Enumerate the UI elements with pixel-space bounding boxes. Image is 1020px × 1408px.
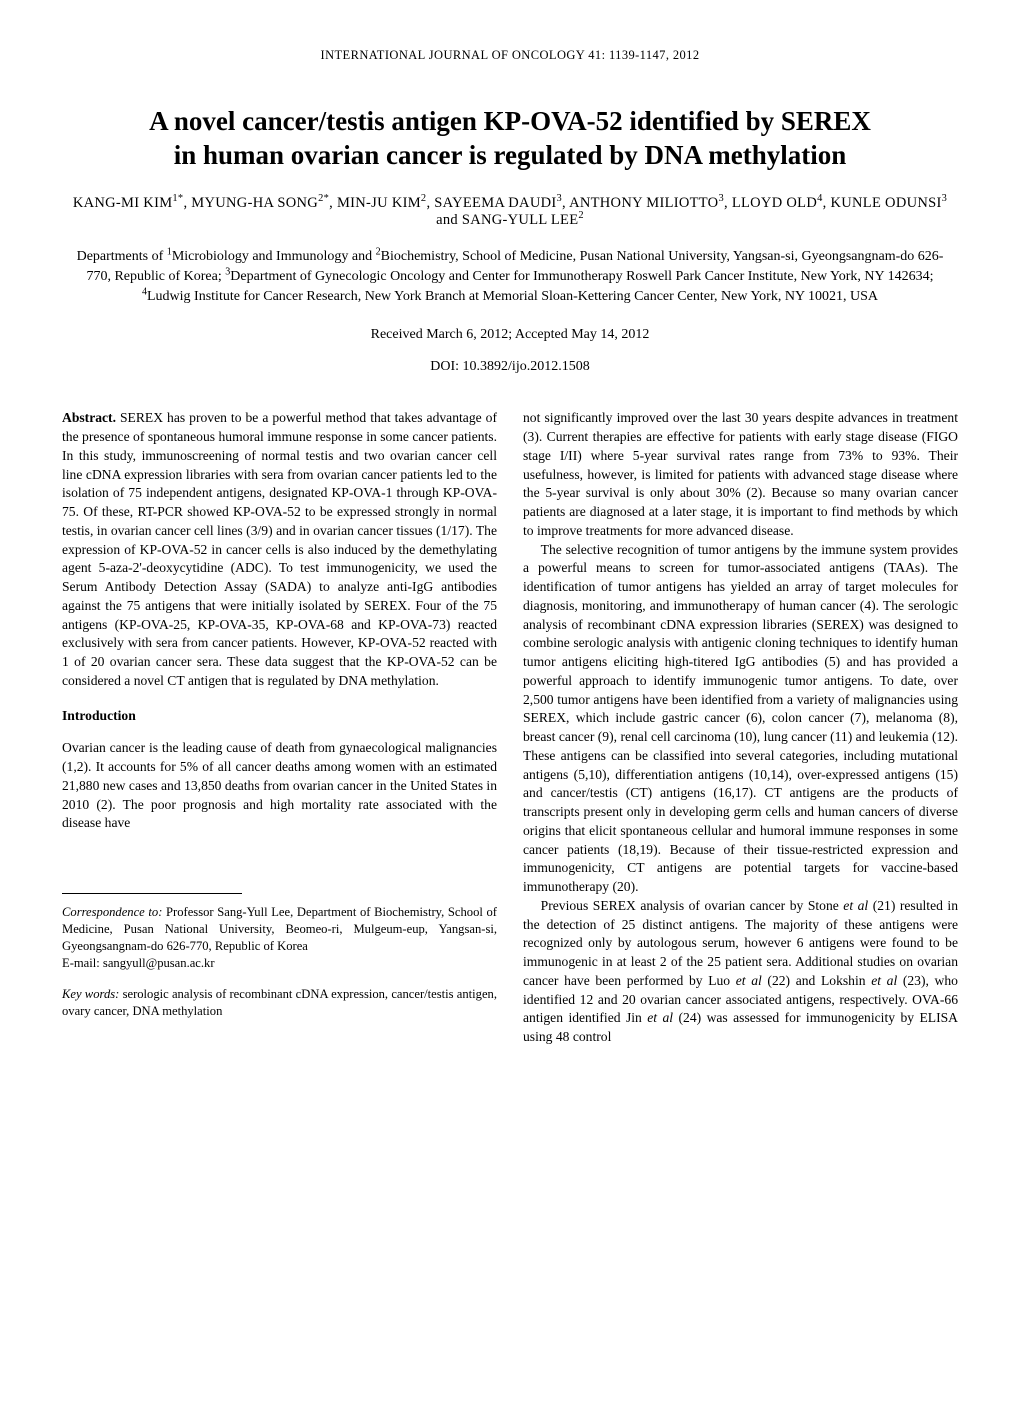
abstract-label: Abstract.: [62, 410, 116, 425]
correspondence-email: E-mail: sangyull@pusan.ac.kr: [62, 956, 215, 970]
correspondence-label: Correspondence to:: [62, 905, 162, 919]
abstract-text: SEREX has proven to be a powerful method…: [62, 410, 497, 688]
right-paragraph-2: The selective recognition of tumor antig…: [523, 541, 958, 897]
title-line-1: A novel cancer/testis antigen KP-OVA-52 …: [149, 106, 871, 136]
affiliations: Departments of 1Microbiology and Immunol…: [76, 247, 944, 308]
title-line-2: in human ovarian cancer is regulated by …: [174, 140, 847, 170]
right-paragraph-3: Previous SEREX analysis of ovarian cance…: [523, 897, 958, 1047]
keywords: Key words: serologic analysis of recombi…: [62, 986, 497, 1020]
authors: KANG-MI KIM1*, MYUNG-HA SONG2*, MIN-JU K…: [62, 195, 958, 229]
correspondence: Correspondence to: Professor Sang-Yull L…: [62, 904, 497, 972]
keywords-label: Key words:: [62, 987, 119, 1001]
abstract: Abstract. SEREX has proven to be a power…: [62, 409, 497, 690]
right-column: not significantly improved over the last…: [523, 409, 958, 1047]
article-title: A novel cancer/testis antigen KP-OVA-52 …: [92, 105, 928, 173]
introduction-heading: Introduction: [62, 707, 497, 726]
intro-paragraph-1: Ovarian cancer is the leading cause of d…: [62, 739, 497, 833]
footer-rule: [62, 893, 242, 894]
received-accepted: Received March 6, 2012; Accepted May 14,…: [62, 327, 958, 343]
two-column-body: Abstract. SEREX has proven to be a power…: [62, 409, 958, 1047]
left-column: Abstract. SEREX has proven to be a power…: [62, 409, 497, 1047]
keywords-body: serologic analysis of recombinant cDNA e…: [62, 987, 497, 1018]
running-head: INTERNATIONAL JOURNAL OF ONCOLOGY 41: 11…: [62, 48, 958, 63]
doi: DOI: 10.3892/ijo.2012.1508: [62, 359, 958, 375]
right-paragraph-1: not significantly improved over the last…: [523, 409, 958, 540]
